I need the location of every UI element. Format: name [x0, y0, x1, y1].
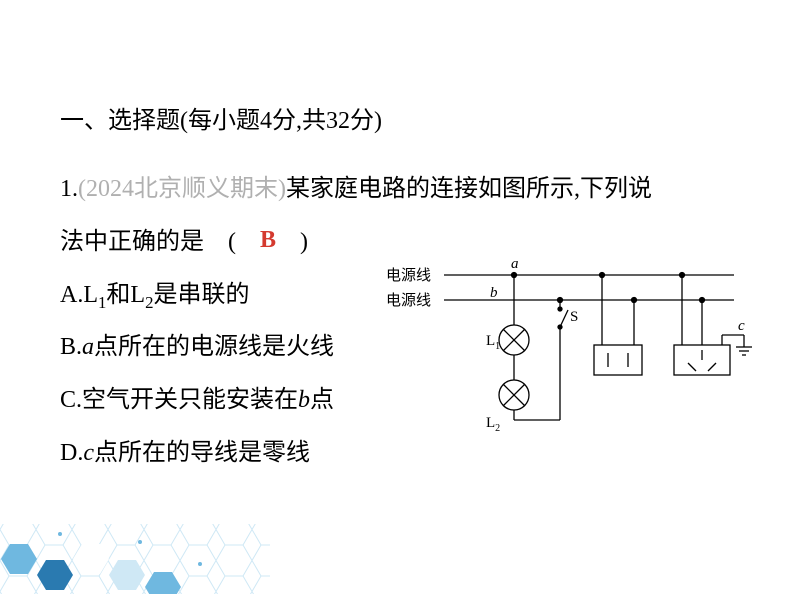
label-a: a — [511, 256, 519, 272]
label-power2: 电源线 — [386, 292, 431, 309]
circuit-diagram: 电源线 电源线 a b c L1 L2 S — [384, 255, 754, 435]
question-stem-2b: ) — [276, 229, 308, 255]
option-a-pre: A.L — [60, 282, 98, 308]
option-d-pre: D. — [60, 440, 83, 466]
option-c-post: 点 — [310, 387, 334, 413]
question-source: (2024北京顺义期末) — [78, 176, 286, 202]
option-d-italic: c — [83, 440, 94, 466]
question-line-1: 1.(2024北京顺义期末)某家庭电路的连接如图所示,下列说 — [60, 163, 744, 216]
label-l2: L2 — [486, 415, 500, 434]
option-b-pre: B. — [60, 334, 82, 360]
question-number: 1. — [60, 176, 78, 202]
option-c-pre: C.空气开关只能安装在 — [60, 387, 298, 413]
label-s: S — [570, 309, 578, 325]
label-c: c — [738, 318, 745, 334]
option-c-italic: b — [298, 387, 310, 413]
option-b-italic: a — [82, 334, 94, 360]
option-d-post: 点所在的导线是零线 — [94, 440, 310, 466]
answer-letter: B — [260, 227, 276, 253]
question-stem-1: 某家庭电路的连接如图所示,下列说 — [286, 176, 652, 202]
option-a-mid: 和L — [106, 282, 145, 308]
label-l1: L1 — [486, 333, 500, 352]
option-a-post: 是串联的 — [153, 282, 249, 308]
option-b-post: 点所在的电源线是火线 — [94, 334, 334, 360]
decoration-hex — [0, 514, 794, 594]
label-b: b — [490, 285, 498, 301]
section-heading: 一、选择题(每小题4分,共32分) — [60, 100, 744, 135]
question-stem-2a: 法中正确的是 ( — [60, 229, 260, 255]
label-power1: 电源线 — [386, 267, 431, 284]
